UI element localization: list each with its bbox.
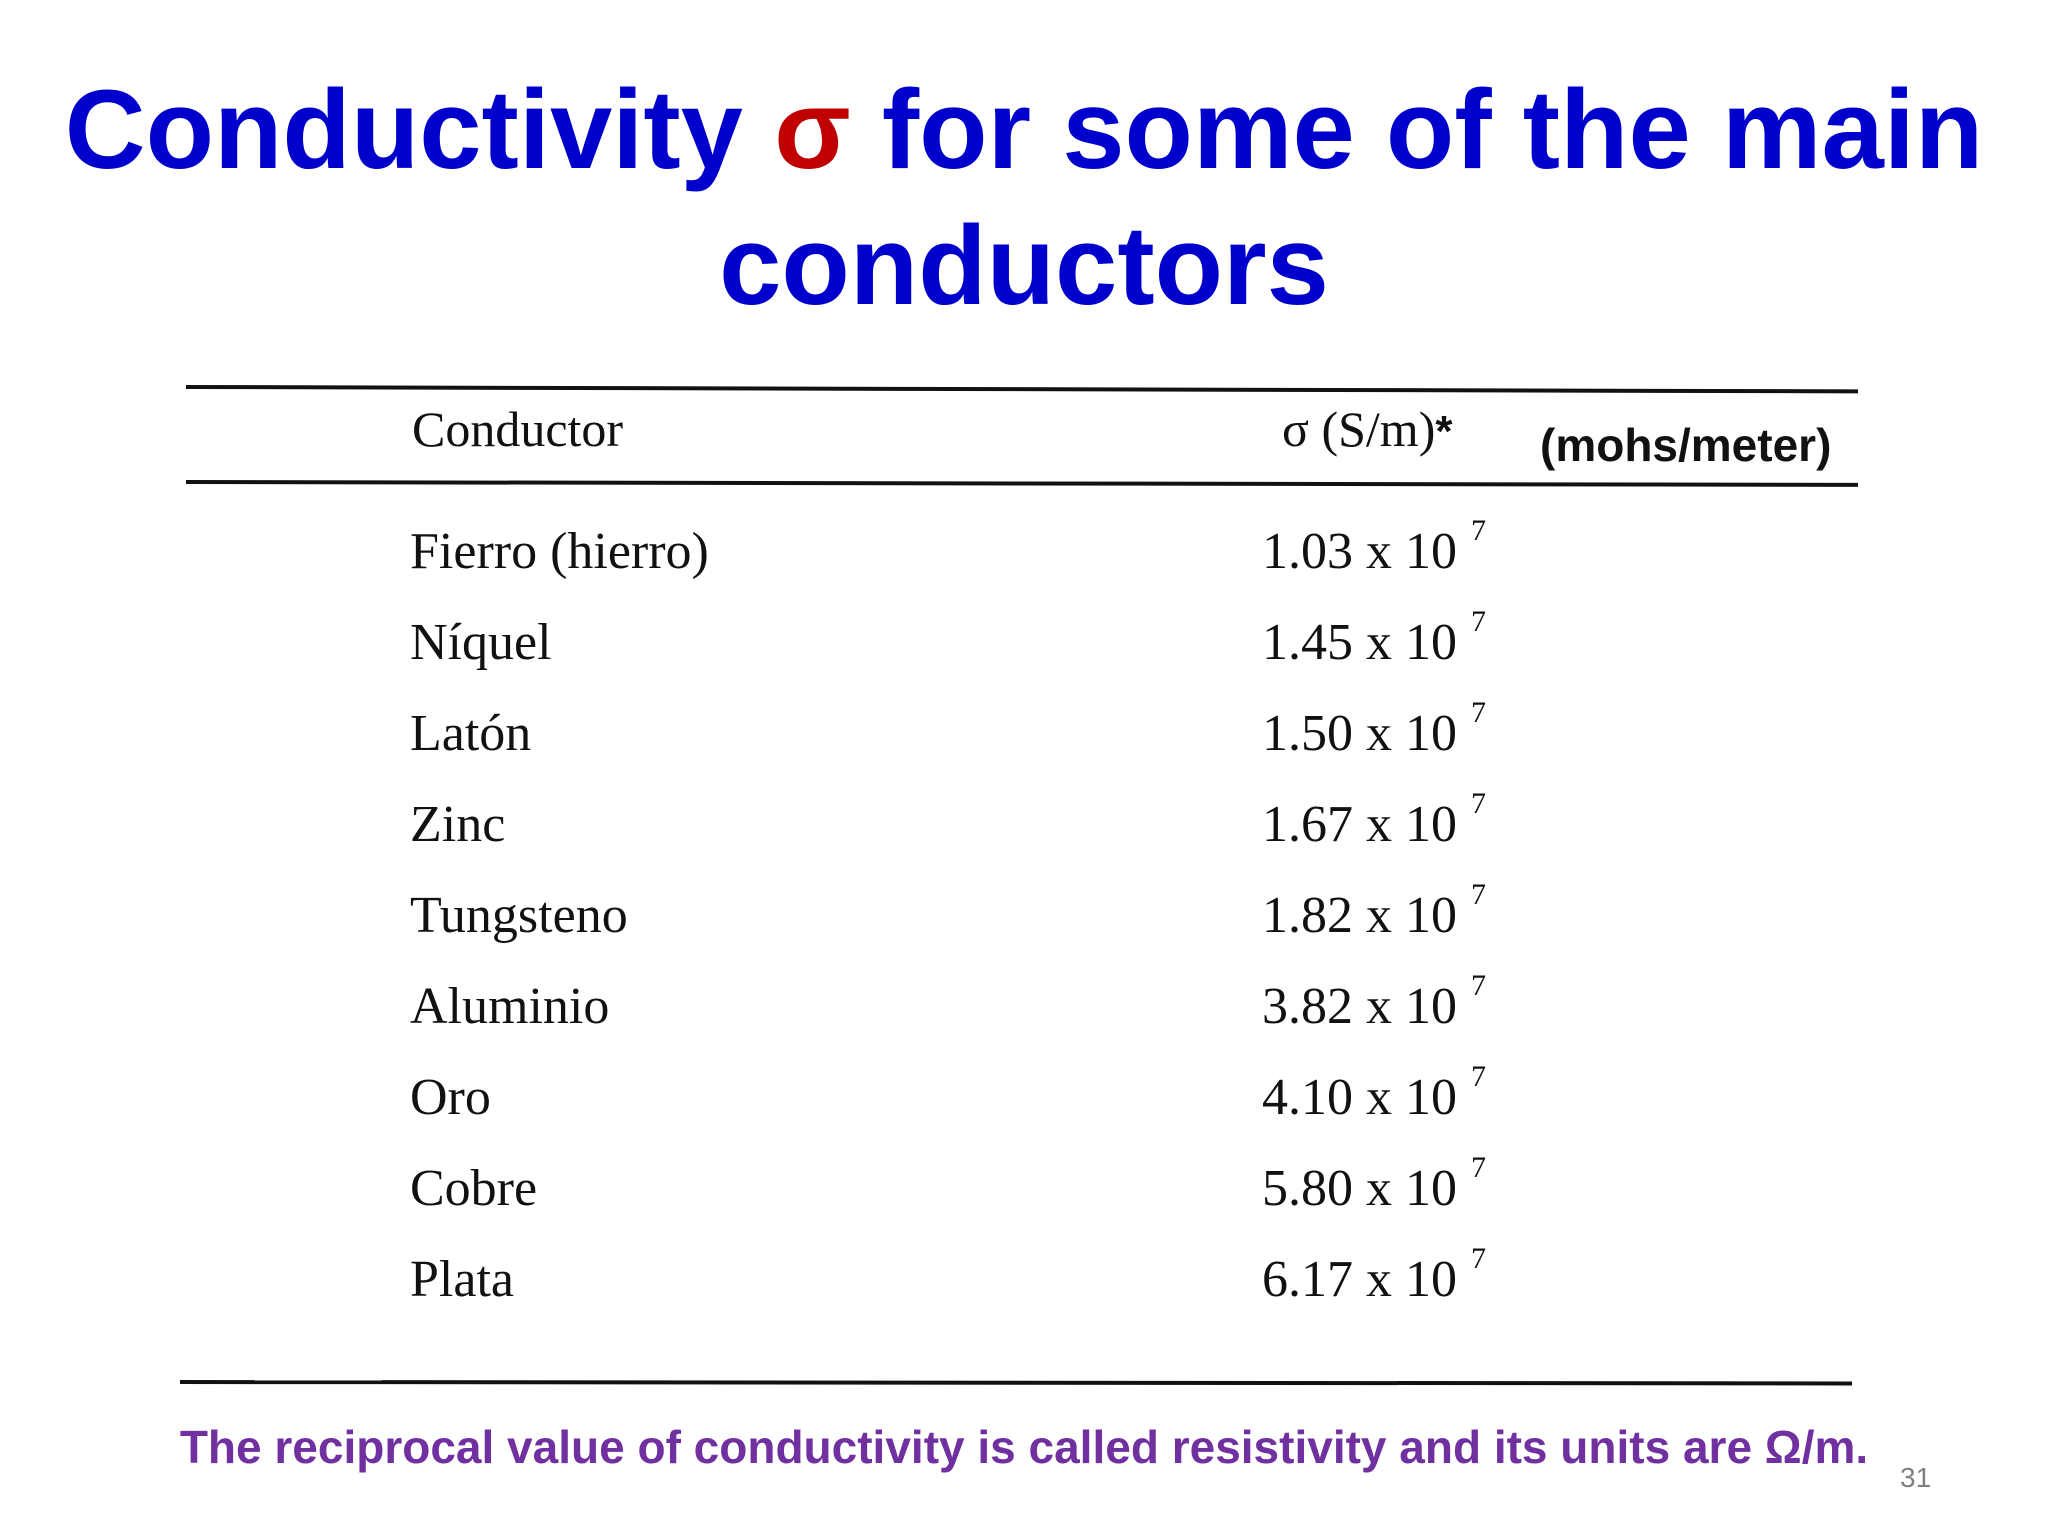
conductivity-value: 1.82 x 10 7: [1262, 878, 1486, 945]
conductor-name: Oro: [410, 1069, 491, 1126]
conductivity-exponent: 7: [1471, 1242, 1486, 1275]
conductor-name: Fierro (hierro): [410, 523, 709, 580]
conductivity-exponent: 7: [1471, 969, 1486, 1002]
conductivity-mantissa: 4.10 x 10: [1262, 1069, 1457, 1126]
conductor-name: Níquel: [410, 614, 552, 671]
column-header-units: (mohs/meter): [1540, 419, 1832, 471]
table-header-rule: [185, 480, 1859, 487]
sigma-symbol: σ: [774, 67, 851, 192]
conductivity-value: 1.67 x 10 7: [1262, 787, 1486, 854]
conductor-name: Plata: [410, 1251, 514, 1308]
table-bottom-rule: [179, 1380, 1853, 1386]
conductivity-mantissa: 1.03 x 10: [1262, 523, 1457, 580]
conductivity-mantissa: 1.50 x 10: [1262, 705, 1457, 762]
conductor-name: Tungsteno: [410, 887, 628, 944]
conductivity-value: 1.45 x 10 7: [1262, 605, 1486, 672]
conductor-name: Cobre: [410, 1160, 538, 1217]
conductivity-value: 1.03 x 10 7: [1262, 514, 1486, 581]
table-row: Aluminio 3.82 x 10 7: [0, 969, 2048, 1057]
table-row: Fierro (hierro) 1.03 x 10 7: [0, 514, 2048, 602]
column-header-conductor: Conductor: [412, 401, 624, 457]
table-row: Níquel 1.45 x 10 7: [0, 605, 2048, 693]
table-row: Tungsteno 1.82 x 10 7: [0, 878, 2048, 966]
title-part-2: for some of the main conductors: [719, 67, 1984, 328]
conductivity-value: 5.80 x 10 7: [1262, 1151, 1486, 1218]
conductivity-mantissa: 3.82 x 10: [1262, 978, 1457, 1035]
conductivity-mantissa: 5.80 x 10: [1262, 1160, 1457, 1217]
slide-number: 31: [1900, 1462, 1932, 1493]
conductivity-mantissa: 6.17 x 10: [1262, 1251, 1457, 1308]
conductivity-exponent: 7: [1471, 605, 1486, 638]
conductivity-value: 3.82 x 10 7: [1262, 969, 1486, 1036]
conductor-name: Aluminio: [410, 978, 610, 1035]
table-row: Cobre 5.80 x 10 7: [0, 1151, 2048, 1239]
conductivity-exponent: 7: [1471, 1060, 1486, 1093]
slide-title: Conductivity σ for some of the main cond…: [0, 62, 2048, 334]
footnote: The reciprocal value of conductivity is …: [179, 1421, 1869, 1473]
table-row: Oro 4.10 x 10 7: [0, 1060, 2048, 1148]
table-row: Latón 1.50 x 10 7: [0, 696, 2048, 784]
conductivity-exponent: 7: [1471, 1151, 1486, 1184]
title-part-1: Conductivity: [64, 67, 775, 192]
conductivity-exponent: 7: [1471, 696, 1486, 729]
conductivity-exponent: 7: [1471, 787, 1486, 820]
column-header-sigma-mark: *: [1435, 407, 1453, 456]
conductivity-mantissa: 1.67 x 10: [1262, 796, 1457, 853]
conductivity-value: 1.50 x 10 7: [1262, 696, 1486, 763]
conductor-name: Latón: [410, 705, 532, 762]
conductivity-value: 4.10 x 10 7: [1262, 1060, 1486, 1127]
conductivity-mantissa: 1.82 x 10: [1262, 887, 1457, 944]
conductor-name: Zinc: [410, 796, 506, 853]
table-row: Plata 6.17 x 10 7: [0, 1242, 2048, 1330]
conductivity-exponent: 7: [1471, 878, 1486, 911]
table-top-rule: [185, 385, 1858, 394]
table-row: Zinc 1.67 x 10 7: [0, 787, 2048, 875]
conductivity-mantissa: 1.45 x 10: [1262, 614, 1457, 671]
column-header-sigma: σ (S/m)*: [1282, 400, 1452, 458]
conductivity-value: 6.17 x 10 7: [1262, 1242, 1486, 1309]
conductivity-exponent: 7: [1471, 514, 1486, 547]
column-header-sigma-label: σ (S/m): [1282, 401, 1436, 457]
